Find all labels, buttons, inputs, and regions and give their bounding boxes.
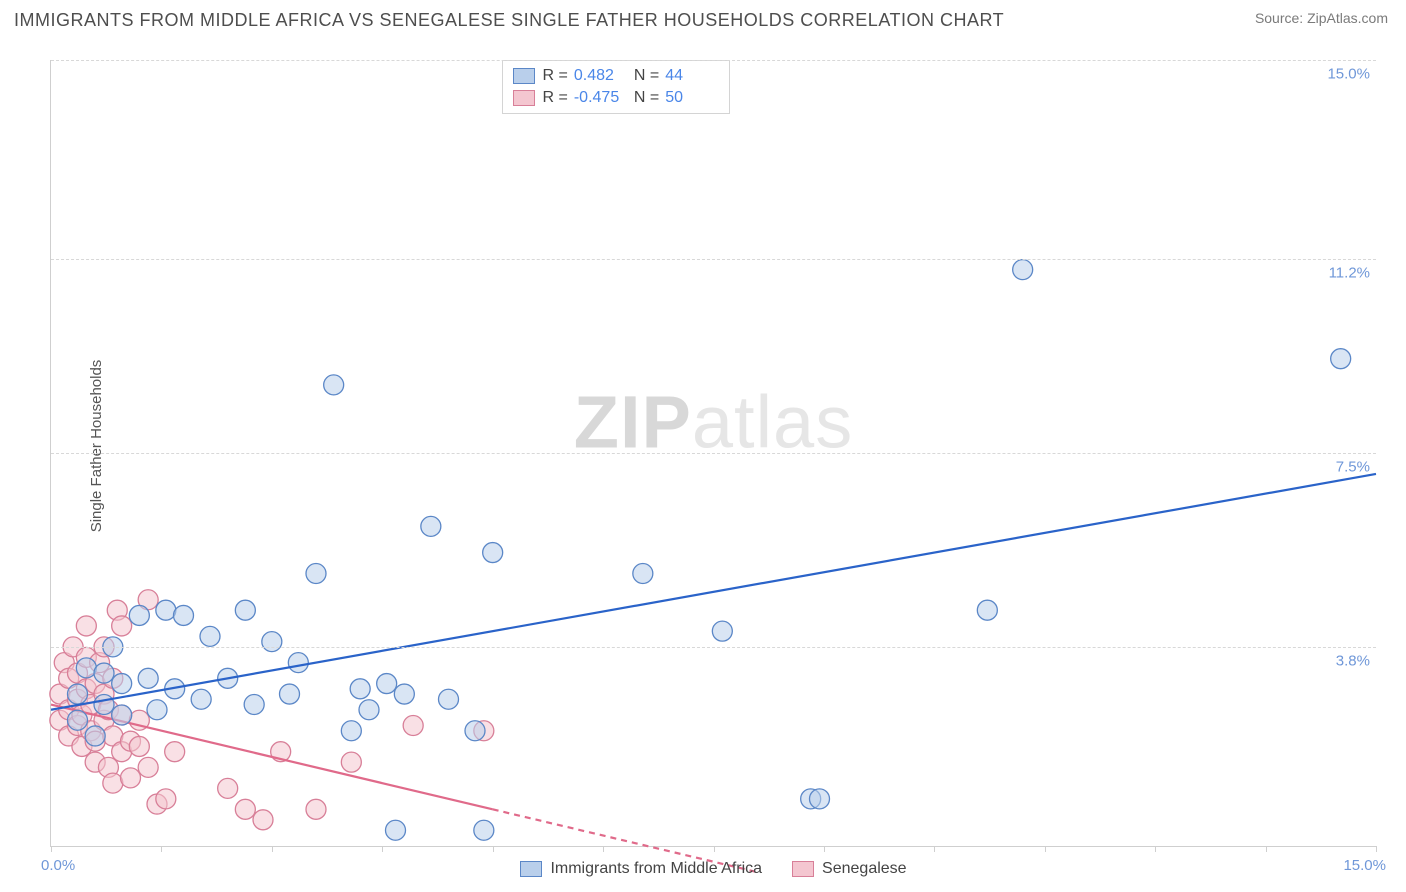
scatter-point <box>306 799 326 819</box>
scatter-point <box>156 600 176 620</box>
scatter-point <box>68 710 88 730</box>
legend-item: Immigrants from Middle Africa <box>520 860 762 878</box>
scatter-point <box>103 773 123 793</box>
source-attribution: Source: ZipAtlas.com <box>1255 10 1388 26</box>
scatter-point <box>483 543 503 563</box>
scatter-point <box>138 757 158 777</box>
scatter-point <box>465 721 485 741</box>
scatter-point <box>174 605 194 625</box>
scatter-point <box>76 658 96 678</box>
scatter-point <box>341 752 361 772</box>
scatter-point <box>94 695 114 715</box>
scatter-point <box>94 663 114 683</box>
legend-swatch-icon <box>792 861 814 877</box>
scatter-point <box>85 726 105 746</box>
scatter-point <box>253 810 273 830</box>
scatter-point <box>68 684 88 704</box>
scatter-point <box>112 616 132 636</box>
scatter-point <box>235 799 255 819</box>
scatter-point <box>306 564 326 584</box>
scatter-point <box>341 721 361 741</box>
scatter-point <box>421 516 441 536</box>
y-tick-label: 7.5% <box>1336 459 1370 476</box>
scatter-point <box>112 674 132 694</box>
chart-title: IMMIGRANTS FROM MIDDLE AFRICA VS SENEGAL… <box>14 10 1004 31</box>
scatter-point <box>712 621 732 641</box>
scatter-point <box>112 705 132 725</box>
scatter-point <box>165 742 185 762</box>
scatter-point <box>156 789 176 809</box>
scatter-point <box>121 768 141 788</box>
scatter-point <box>439 689 459 709</box>
scatter-point <box>403 715 423 735</box>
scatter-point <box>129 605 149 625</box>
scatter-point <box>633 564 653 584</box>
scatter-point <box>386 820 406 840</box>
scatter-point <box>280 684 300 704</box>
series-legend: Immigrants from Middle Africa Senegalese <box>51 860 1376 878</box>
scatter-point <box>1331 349 1351 369</box>
scatter-point <box>350 679 370 699</box>
scatter-point <box>810 789 830 809</box>
chart-plot-area: ZIPatlas R = 0.482 N = 44 R = -0.475 N =… <box>50 60 1376 847</box>
scatter-point <box>377 674 397 694</box>
scatter-point <box>359 700 379 720</box>
scatter-point <box>138 668 158 688</box>
scatter-point <box>200 626 220 646</box>
scatter-point <box>147 700 167 720</box>
y-tick-label: 3.8% <box>1336 652 1370 669</box>
scatter-point <box>474 820 494 840</box>
scatter-point <box>129 736 149 756</box>
scatter-point <box>76 616 96 636</box>
legend-label: Immigrants from Middle Africa <box>550 860 762 878</box>
scatter-point <box>324 375 344 395</box>
scatter-point <box>235 600 255 620</box>
scatter-point <box>394 684 414 704</box>
legend-swatch-icon <box>520 861 542 877</box>
scatter-point <box>191 689 211 709</box>
scatter-point <box>977 600 997 620</box>
scatter-point <box>244 695 264 715</box>
scatter-point <box>262 632 282 652</box>
y-tick-label: 11.2% <box>1329 265 1370 282</box>
y-tick-label: 15.0% <box>1327 66 1370 83</box>
scatter-point <box>288 653 308 673</box>
legend-item: Senegalese <box>792 860 907 878</box>
scatter-point <box>218 778 238 798</box>
scatter-point <box>1013 260 1033 280</box>
legend-label: Senegalese <box>822 860 907 878</box>
